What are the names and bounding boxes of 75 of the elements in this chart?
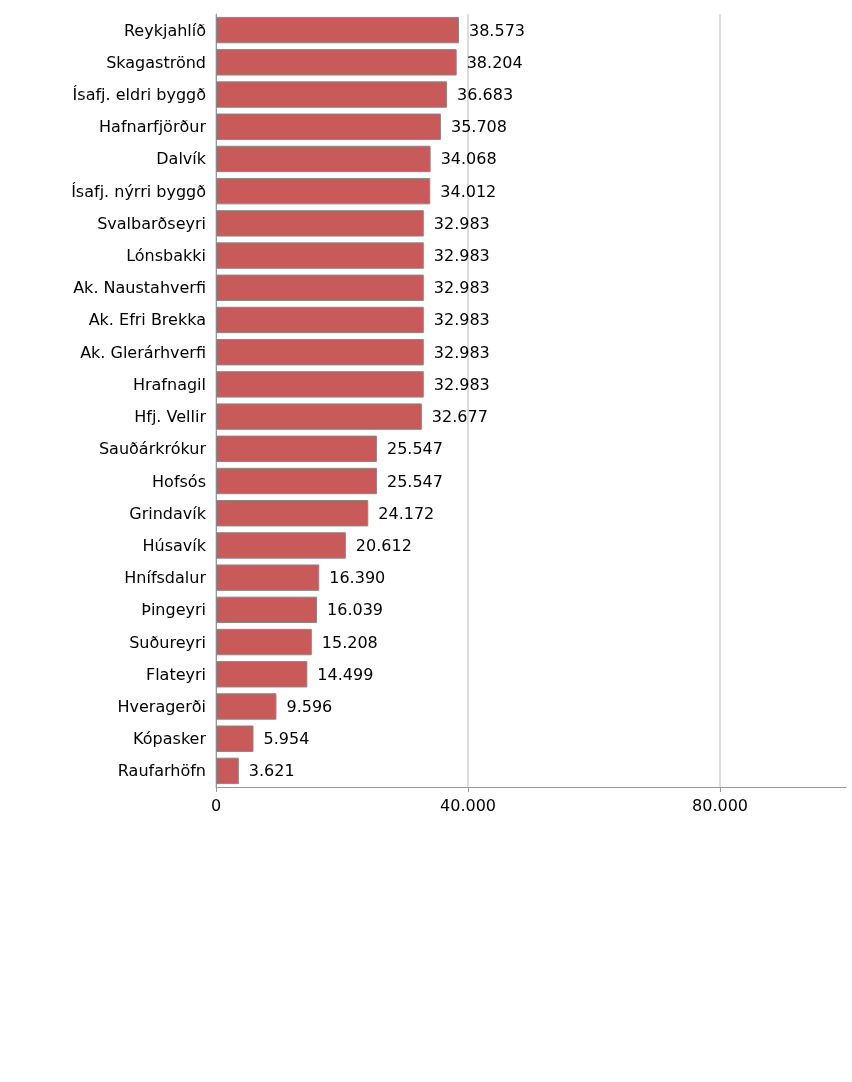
- data-label: 15.208: [321, 632, 378, 652]
- data-label: 3.621: [248, 761, 295, 781]
- bar: [216, 757, 239, 785]
- bar: [216, 177, 431, 205]
- y-tick-label: Hafnarfjörður: [99, 117, 207, 137]
- y-tick-label: Hveragerði: [117, 696, 206, 716]
- bar: [216, 435, 377, 463]
- bar: [216, 564, 320, 591]
- data-label: 14.499: [317, 664, 374, 684]
- data-label: 25.547: [386, 471, 443, 491]
- data-label: 36.683: [457, 85, 514, 105]
- y-tick-label: Húsavík: [142, 535, 207, 555]
- bar: [216, 49, 457, 76]
- data-label: 20.612: [355, 535, 412, 555]
- x-tick-label: 0: [210, 795, 222, 815]
- y-tick-label: Reykjahlíð: [123, 20, 206, 40]
- bar: [216, 403, 422, 430]
- bar: [216, 693, 277, 720]
- data-label: 32.983: [433, 278, 490, 298]
- data-label: 24.172: [378, 503, 435, 523]
- y-tick-label: Þingeyri: [141, 600, 206, 620]
- bar: [216, 210, 424, 237]
- bar: [216, 467, 377, 495]
- data-label: 9.596: [286, 696, 333, 716]
- y-tick-label: Lónsbakki: [126, 246, 206, 266]
- data-label: 16.390: [329, 568, 386, 588]
- bar: [216, 16, 460, 44]
- y-tick-label: Hofsós: [152, 471, 206, 491]
- data-label: 35.708: [450, 117, 507, 137]
- data-label: 16.039: [327, 600, 384, 620]
- data-label: 32.983: [433, 342, 490, 362]
- y-tick-label: Ísafj. eldri byggð: [72, 85, 206, 105]
- data-label: 5.954: [263, 729, 310, 749]
- y-tick-label: Sauðárkrókur: [98, 439, 207, 459]
- bar: [216, 628, 312, 656]
- bar: [216, 371, 424, 398]
- data-label: 38.573: [469, 20, 525, 40]
- data-label: 25.547: [386, 439, 443, 459]
- x-tick-label: 40.000: [440, 795, 496, 815]
- y-tick-label: Dalvík: [156, 149, 207, 169]
- y-tick-label: Ak. Naustahverfi: [73, 278, 206, 298]
- bar: [216, 500, 369, 527]
- bar: [216, 725, 254, 752]
- bar: [216, 113, 441, 140]
- bar: [216, 145, 431, 173]
- y-tick-label: Kópasker: [133, 729, 207, 749]
- bar: [216, 338, 424, 366]
- y-tick-label: Hnífsdalur: [124, 568, 207, 588]
- data-label: 32.983: [433, 213, 490, 233]
- data-label: 32.983: [433, 246, 490, 266]
- bar: [216, 596, 318, 624]
- y-tick-label: Hrafnagil: [132, 374, 206, 394]
- y-tick-label: Ísafj. nýrri byggð: [71, 181, 206, 201]
- bar: [216, 661, 308, 688]
- data-label: 34.068: [440, 149, 497, 169]
- bar: [216, 274, 424, 301]
- y-tick-label: Flateyri: [145, 664, 206, 684]
- y-tick-label: Svalbarðseyri: [97, 213, 206, 233]
- y-tick-label: Grindavík: [129, 503, 207, 523]
- x-tick-label: 80.000: [692, 795, 748, 815]
- y-tick-label: Raufarhöfn: [117, 761, 206, 781]
- y-tick-label: Hfj. Vellir: [134, 407, 207, 427]
- y-tick-label: Skagaströnd: [106, 52, 206, 72]
- bar: [216, 532, 346, 559]
- data-label: 32.983: [433, 310, 490, 330]
- data-label: 32.677: [431, 407, 488, 427]
- data-label: 32.983: [433, 374, 490, 394]
- bar: [216, 81, 448, 108]
- bar: [216, 306, 424, 334]
- y-tick-label: Suðureyri: [129, 632, 206, 652]
- data-label: 38.204: [466, 52, 523, 72]
- data-label: 34.012: [440, 181, 497, 201]
- y-tick-label: Ak. Efri Brekka: [88, 310, 206, 330]
- bar: [216, 242, 424, 269]
- y-tick-label: Ak. Glerárhverfi: [80, 342, 206, 362]
